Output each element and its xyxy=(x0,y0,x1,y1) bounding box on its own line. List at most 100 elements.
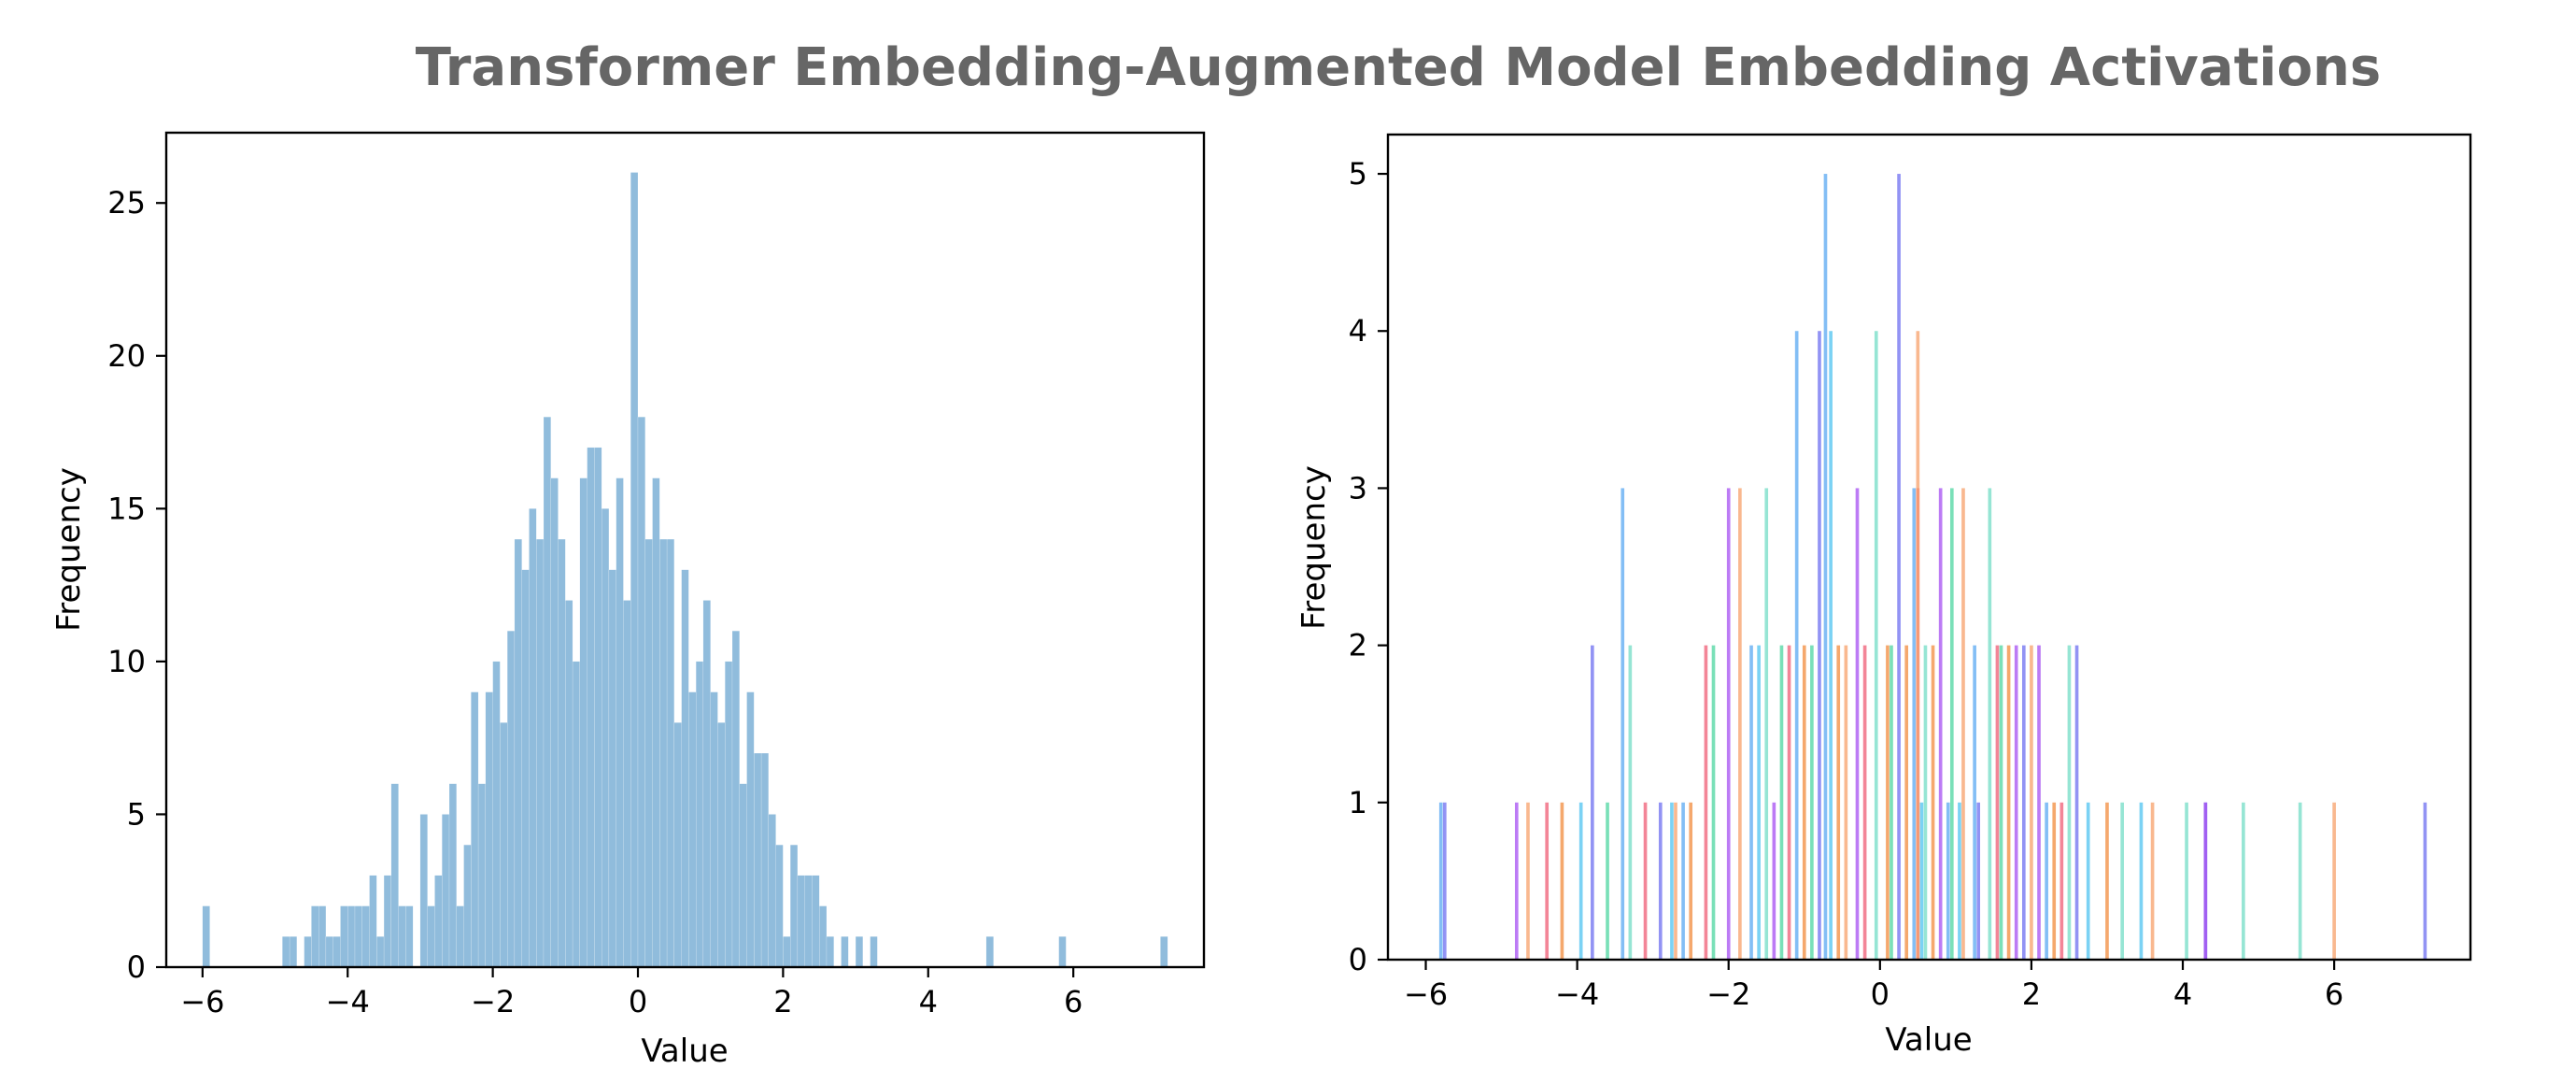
histogram-bar-series-4 xyxy=(1862,645,1867,960)
histogram-bar xyxy=(419,814,428,968)
histogram-bar-series-1 xyxy=(1621,488,1625,960)
histogram-bar-series-5 xyxy=(2030,645,2033,960)
histogram-bar xyxy=(565,600,573,968)
histogram-bar-series-6 xyxy=(1689,802,1693,960)
histogram-bar-series-9 xyxy=(1829,331,1833,960)
histogram-bar xyxy=(340,905,348,968)
histogram-bar-series-7 xyxy=(2067,645,2072,960)
right-x-tick-label: −4 xyxy=(1555,976,1599,1012)
left-y-tick-label: 0 xyxy=(127,949,146,985)
histogram-bar xyxy=(688,691,697,968)
histogram-bar-series-3 xyxy=(1726,488,1731,960)
left-y-tick-label: 20 xyxy=(107,338,146,374)
histogram-bar-series-2 xyxy=(2423,802,2427,960)
histogram-bar xyxy=(333,936,341,968)
histogram-bar xyxy=(637,417,645,968)
histogram-bar-series-9 xyxy=(1578,802,1583,960)
right-y-tick-label: 2 xyxy=(1349,628,1367,663)
left-bars xyxy=(202,172,1168,968)
right-x-tick-label: 6 xyxy=(2325,976,2343,1012)
histogram-bar-series-9 xyxy=(1670,802,1674,960)
histogram-bar xyxy=(558,538,566,968)
histogram-bar-series-4 xyxy=(2059,802,2064,960)
histogram-bar xyxy=(826,936,834,968)
histogram-bar xyxy=(311,905,319,968)
histogram-bar-series-5 xyxy=(2332,802,2336,960)
histogram-bar-series-8 xyxy=(1890,645,1893,960)
histogram-bar-series-7 xyxy=(2298,802,2302,960)
histogram-bar-series-6 xyxy=(1560,802,1564,960)
histogram-bar-series-5 xyxy=(2150,802,2155,960)
histogram-bar xyxy=(760,752,769,968)
histogram-bar-series-9 xyxy=(1958,802,1961,960)
histogram-bar xyxy=(602,508,610,968)
histogram-bar-series-1 xyxy=(1794,331,1799,960)
right-y-tick-label: 0 xyxy=(1349,942,1367,977)
histogram-bar xyxy=(812,875,820,968)
histogram-bar-series-7 xyxy=(2242,802,2245,960)
histogram-bar xyxy=(608,569,616,968)
histogram-bar-series-7 xyxy=(2185,802,2188,960)
histogram-bar-series-4 xyxy=(1643,802,1648,960)
histogram-bar xyxy=(405,905,414,968)
histogram-bar xyxy=(434,875,443,968)
histogram-bar-series-7 xyxy=(1988,488,1992,960)
histogram-bar-series-3 xyxy=(1855,488,1860,960)
left-y-axis: 0 5 10 15 20 25 xyxy=(107,185,166,985)
histogram-bar xyxy=(696,661,704,968)
histogram-bar-series-8 xyxy=(1999,645,2003,960)
histogram-bar xyxy=(783,936,791,968)
left-y-tick-label: 15 xyxy=(107,491,146,526)
right-y-tick-label: 3 xyxy=(1349,470,1367,506)
right-y-axis: 0 1 2 3 4 5 xyxy=(1349,156,1388,977)
histogram-bar xyxy=(768,814,776,968)
left-x-axis-label: Value xyxy=(641,1033,728,1070)
histogram-bar xyxy=(463,845,472,968)
histogram-bar xyxy=(325,936,333,968)
histogram-bar xyxy=(347,905,356,968)
histogram-bar-series-9 xyxy=(1757,645,1761,960)
histogram-bar xyxy=(507,631,516,968)
histogram-bar xyxy=(790,845,799,968)
right-y-tick-label: 5 xyxy=(1349,156,1367,192)
histogram-bar xyxy=(616,477,624,968)
histogram-bar-series-2 xyxy=(1591,645,1594,960)
histogram-bar-series-5 xyxy=(1844,645,1848,960)
histogram-bar xyxy=(855,936,863,968)
histogram-bar xyxy=(471,691,479,968)
histogram-bar-series-8 xyxy=(1949,488,1954,960)
right-x-tick-label: 0 xyxy=(1871,976,1890,1012)
histogram-bar-series-1 xyxy=(1749,645,1753,960)
left-histogram: −6 −4 −2 0 2 4 6 0 5 10 15 20 25 Value Frequency xyxy=(50,131,1206,1070)
histogram-bar-series-6 xyxy=(1802,645,1806,960)
histogram-bar xyxy=(492,661,501,968)
histogram-bar-series-7 xyxy=(1628,645,1633,960)
histogram-bar-series-8 xyxy=(1711,645,1716,960)
figure-title: Transformer Embedding-Augmented Model Em… xyxy=(416,37,2381,98)
histogram-bar xyxy=(659,538,668,968)
histogram-bar xyxy=(717,722,726,968)
right-x-tick-label: 4 xyxy=(2173,976,2192,1012)
histogram-bar xyxy=(282,936,290,968)
histogram-bar-series-3 xyxy=(2014,645,2018,960)
histogram-bar-series-1 xyxy=(1438,802,1443,960)
histogram-bar-series-4 xyxy=(1787,645,1791,960)
histogram-bar-series-3 xyxy=(2037,645,2041,960)
histogram-bar xyxy=(304,936,312,968)
left-y-tick-label: 5 xyxy=(127,796,146,832)
histogram-bar xyxy=(543,417,551,968)
histogram-bar-series-2 xyxy=(1897,174,1901,961)
histogram-bar-series-9 xyxy=(2139,802,2144,960)
histogram-bar-series-1 xyxy=(1946,802,1950,960)
histogram-bar xyxy=(623,600,631,968)
histogram-bar xyxy=(369,875,377,968)
histogram-bar-series-7 xyxy=(1874,331,1878,960)
histogram-bar xyxy=(587,447,595,968)
histogram-bar-series-2 xyxy=(2021,645,2026,960)
histogram-bar xyxy=(398,905,406,968)
histogram-bar-series-9 xyxy=(2086,802,2090,960)
histogram-bar-series-5 xyxy=(1674,802,1677,960)
histogram-bar xyxy=(456,905,464,968)
histogram-bar-series-2 xyxy=(2074,645,2079,960)
